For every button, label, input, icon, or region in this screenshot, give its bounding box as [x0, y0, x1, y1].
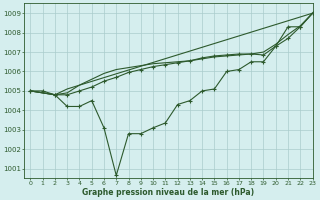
X-axis label: Graphe pression niveau de la mer (hPa): Graphe pression niveau de la mer (hPa) [82, 188, 254, 197]
